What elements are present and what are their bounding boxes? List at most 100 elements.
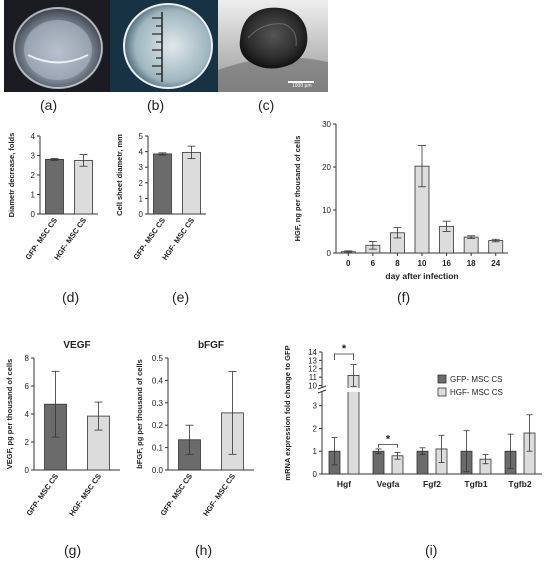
- y-tick-label: 13: [308, 356, 317, 365]
- y-tick-label: 4: [31, 132, 36, 141]
- x-tick-label: 10: [418, 259, 427, 268]
- legend-label: HGF- MSC CS: [450, 388, 503, 397]
- y-tick-label: 2: [31, 171, 36, 180]
- y-tick-label: 0.1: [152, 444, 164, 453]
- y-axis-label: Diametr decrease, folds: [7, 133, 16, 218]
- bar: [372, 450, 385, 475]
- y-tick-label: 2: [313, 424, 318, 433]
- scale-bar: [288, 81, 314, 83]
- panel-label-h: (h): [195, 542, 213, 558]
- y-tick-label: 10: [308, 381, 317, 390]
- bar-break-gap: [347, 388, 360, 392]
- y-tick-label: 1: [139, 194, 144, 203]
- bar: [74, 159, 93, 215]
- y-tick-label: 1: [31, 191, 36, 200]
- x-tick-label: 0: [346, 259, 351, 268]
- chart-title: bFGF: [198, 340, 224, 351]
- legend-swatch: [437, 374, 447, 384]
- scale-bar-label: 1000 μm: [292, 83, 312, 89]
- panel-label-f: (f): [397, 289, 411, 305]
- significance-bracket: [334, 353, 354, 360]
- chart-vegf: 0 2 4 6 8 VEGF, pg per thousand of cells VEGF G…: [5, 340, 120, 518]
- x-tick-label: Tgfb1: [464, 479, 487, 489]
- bar: [488, 240, 504, 254]
- x-tick-label: 6: [371, 259, 376, 268]
- y-tick-label: 0: [139, 210, 144, 219]
- x-tick-label: Tgfb2: [508, 479, 531, 489]
- panel-label-d: (d): [62, 289, 80, 305]
- x-tick-label: Vegfa: [377, 479, 400, 489]
- y-tick-label: 0.0: [152, 466, 164, 475]
- y-axis-label: Cell sheet diametr, mm: [115, 134, 124, 216]
- panel-label-i: (i): [425, 542, 438, 558]
- y-axis-label: bFGF, pg per thousand of cells: [135, 359, 144, 469]
- y-tick-label: 0.2: [152, 421, 164, 430]
- y-tick-label: 0: [25, 466, 30, 475]
- chart-title: VEGF: [63, 340, 90, 351]
- y-tick-label: 1: [313, 447, 318, 456]
- y-tick-label: 0.3: [152, 399, 164, 408]
- photo-b-image: [110, 0, 218, 92]
- y-tick-label: 4: [25, 410, 30, 419]
- y-tick-label: 3: [139, 163, 144, 172]
- y-tick-label: 0.5: [152, 354, 164, 363]
- y-tick-label: 3: [313, 402, 318, 411]
- y-tick-label: 20: [322, 163, 331, 172]
- bar: [45, 159, 64, 215]
- x-tick-label: 24: [491, 259, 500, 268]
- bar: [182, 151, 201, 215]
- x-tick-label: HGF- MSC CS: [67, 472, 103, 518]
- chart-bfgf: 0.0 0.1 0.2 0.3 0.4 0.5 bFGF, pg per thousand …: [135, 340, 254, 518]
- y-tick-label: 5: [139, 132, 144, 141]
- bar: [153, 153, 172, 215]
- y-tick-label: 0: [313, 470, 318, 479]
- y-tick-label: 0: [327, 249, 332, 258]
- significance-bracket: [378, 443, 398, 448]
- panel-label-c: (c): [258, 97, 275, 113]
- x-tick-label: 8: [395, 259, 400, 268]
- photo-a: [4, 0, 112, 92]
- x-tick-label: GFP- MSC CS: [159, 472, 195, 517]
- y-axis-label: mRNA expression fold change to GFP: [283, 345, 292, 480]
- x-tick-label: Fgf2: [423, 479, 441, 489]
- y-tick-label: 10: [322, 206, 331, 215]
- y-tick-label: 6: [25, 382, 30, 391]
- panel-label-a: (a): [40, 97, 58, 113]
- y-tick-label: 2: [139, 179, 144, 188]
- photo-c: 1000 μm: [218, 0, 328, 92]
- y-axis-label: HGF, ng per thousand of cells: [293, 136, 302, 242]
- y-tick-label: 3: [31, 152, 36, 161]
- photo-b: [110, 0, 218, 92]
- x-tick-label: HGF- MSC CS: [201, 472, 237, 518]
- y-tick-label: 4: [139, 148, 144, 157]
- chart-hgf-production: 0 10 20 30 HGF, ng per thousand of cells 0 6 8 1…: [293, 120, 508, 281]
- y-tick-label: 14: [308, 348, 317, 357]
- legend-label: GFP- MSC CS: [450, 375, 502, 384]
- axis-break-mark: [317, 385, 327, 390]
- x-tick-label: GFP- MSC CS: [25, 472, 61, 517]
- x-axis-label: day after infection: [385, 271, 458, 281]
- x-tick-label: 16: [442, 259, 451, 268]
- x-tick-label: Hgf: [337, 479, 351, 489]
- y-tick-label: 30: [322, 120, 331, 129]
- y-tick-label: 11: [309, 373, 318, 382]
- y-tick-label: 12: [308, 365, 317, 374]
- y-tick-label: 0.4: [152, 376, 164, 385]
- y-tick-label: 0: [31, 210, 36, 219]
- y-tick-label: 8: [25, 354, 30, 363]
- photo-a-image: [4, 0, 112, 92]
- significance-star: *: [342, 343, 347, 355]
- panel-label-g: (g): [64, 542, 82, 558]
- x-tick-label: 18: [467, 259, 476, 268]
- y-tick-label: 2: [25, 438, 30, 447]
- photo-c-image: [218, 0, 328, 92]
- significance-star: *: [386, 433, 391, 445]
- axis-break-mark: [317, 389, 327, 394]
- bar: [463, 236, 479, 254]
- legend-swatch: [437, 387, 447, 397]
- panel-label-b: (b): [147, 97, 165, 113]
- y-axis-label: VEGF, pg per thousand of cells: [5, 359, 14, 469]
